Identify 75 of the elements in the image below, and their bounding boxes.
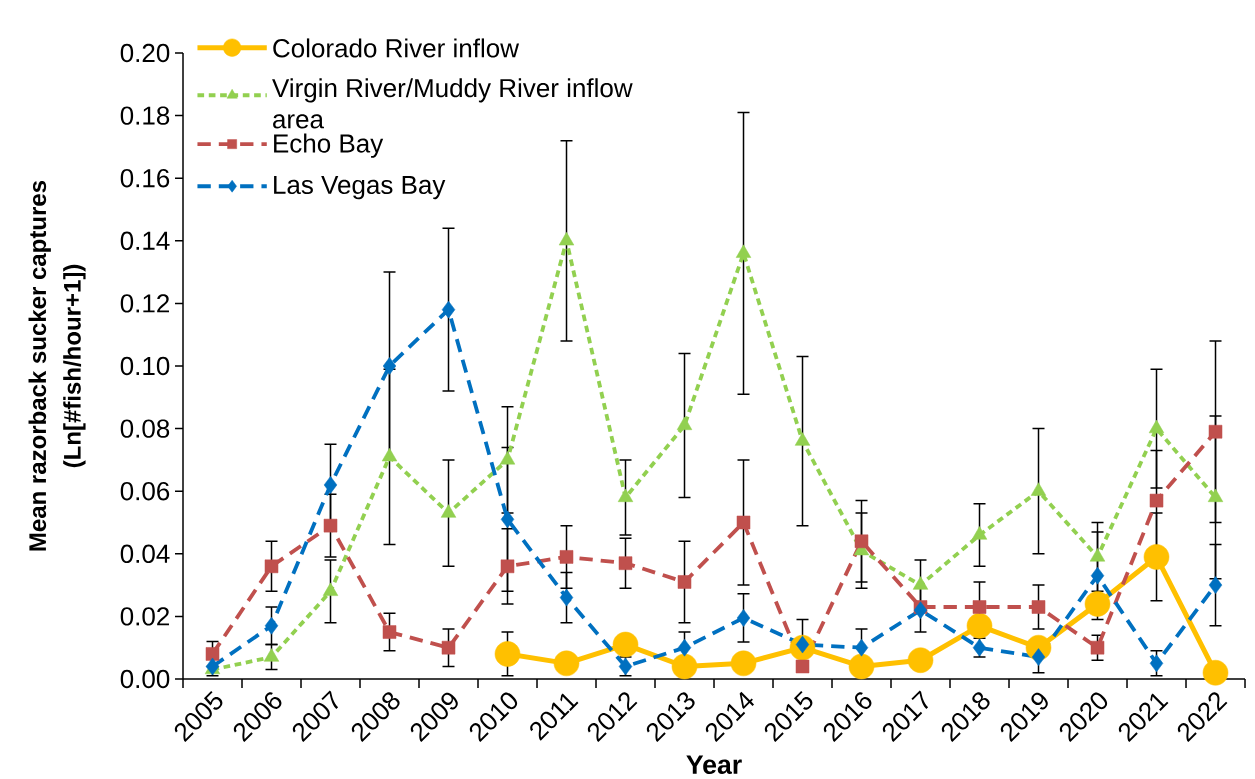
point <box>913 601 928 619</box>
point <box>494 641 521 667</box>
point <box>730 650 757 677</box>
point <box>441 300 456 319</box>
point <box>907 647 934 673</box>
point <box>500 559 515 574</box>
point <box>677 638 692 657</box>
point <box>671 653 698 680</box>
point <box>441 640 456 655</box>
point <box>1090 566 1105 585</box>
point <box>1149 654 1164 673</box>
y-tick-label: 0.14 <box>120 231 170 250</box>
point <box>440 504 457 518</box>
point <box>1207 488 1224 502</box>
point <box>677 575 692 589</box>
point <box>966 613 993 639</box>
legend-label: Echo Bay <box>274 133 384 158</box>
point <box>617 488 634 502</box>
point <box>1148 419 1165 434</box>
point <box>1208 424 1223 439</box>
point <box>1090 640 1105 655</box>
point <box>972 600 987 614</box>
point <box>1084 591 1111 617</box>
y-tick-label: 0.04 <box>120 544 170 563</box>
y-tick-label: 0.00 <box>120 669 170 689</box>
point <box>382 357 397 375</box>
point <box>736 609 751 627</box>
point <box>1031 648 1046 666</box>
point <box>848 653 875 680</box>
point <box>1031 600 1046 614</box>
point <box>736 515 751 530</box>
y-tick-label: 0.12 <box>120 294 169 313</box>
point <box>971 526 988 540</box>
point <box>323 476 338 494</box>
y-tick-label: 0.06 <box>120 482 170 501</box>
point <box>553 650 580 677</box>
y-axis-title: Mean razorback sucker captures (Ln[#fish/hour+1]) <box>28 180 86 551</box>
y-tick-label: 0.18 <box>120 106 170 125</box>
y-tick-label: 0.20 <box>120 43 170 63</box>
legend-label: Las Vegas Bay <box>274 175 446 200</box>
point <box>612 631 639 658</box>
point <box>854 534 869 549</box>
x-axis-title: Year <box>686 755 742 775</box>
point <box>1208 576 1223 594</box>
point <box>1149 493 1164 508</box>
point <box>1089 548 1106 562</box>
point <box>263 648 280 662</box>
point <box>559 550 574 564</box>
point <box>854 638 869 657</box>
y-tick-label: 0.08 <box>120 419 170 438</box>
point <box>322 582 339 596</box>
point <box>264 559 279 574</box>
y-tick-label: 0.10 <box>120 356 170 376</box>
point <box>381 448 398 462</box>
point <box>499 451 516 465</box>
point <box>1143 544 1170 570</box>
y-tick-label: 0.16 <box>120 169 170 188</box>
point <box>205 647 220 661</box>
point <box>676 416 693 430</box>
legend-label: Colorado River inflow <box>273 38 520 58</box>
point <box>912 576 929 590</box>
point <box>264 617 279 635</box>
y-tick-label: 0.02 <box>120 607 169 626</box>
point <box>1202 659 1229 686</box>
point <box>618 556 633 570</box>
point <box>558 232 575 246</box>
point <box>500 510 515 529</box>
point <box>794 432 811 446</box>
point <box>1030 482 1047 496</box>
point <box>323 518 338 533</box>
legend-label: Virgin River/Muddy River inflow area <box>272 78 633 129</box>
point <box>735 244 752 258</box>
point <box>382 625 397 639</box>
point <box>559 588 574 607</box>
point <box>795 659 810 674</box>
